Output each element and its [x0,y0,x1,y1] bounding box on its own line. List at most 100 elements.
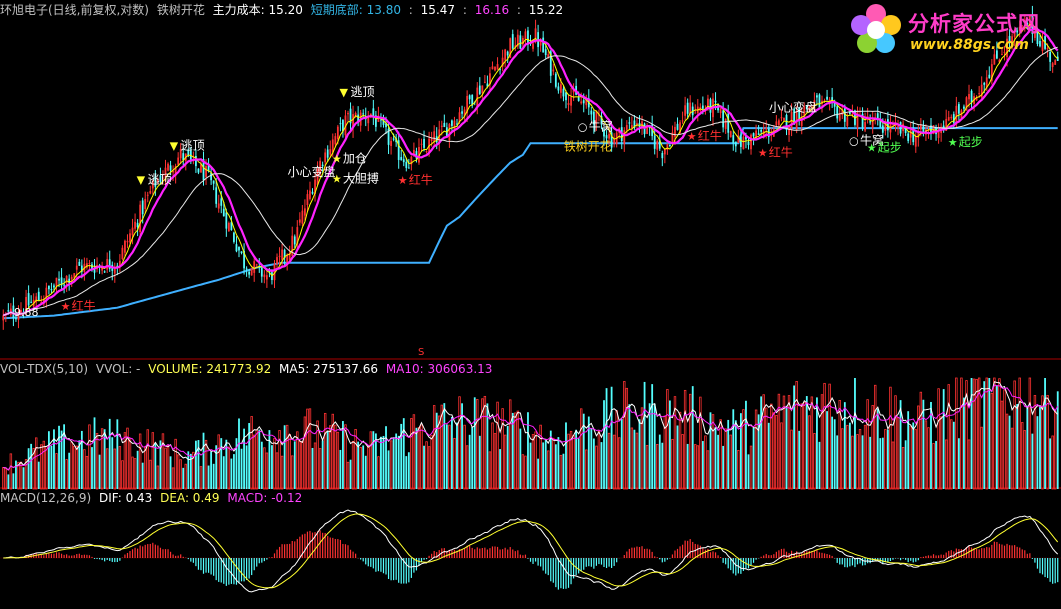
volume-bar [473,397,476,489]
candle-body [298,219,301,223]
volume-bar [1053,410,1057,490]
candle-body [309,190,311,199]
volume-bar [503,434,507,490]
volume-bar [813,433,816,490]
macd-value: MACD: -0.12 [227,491,303,505]
candle-body [30,301,33,303]
vol-name: VOL-TDX(5,10) [0,362,89,376]
candle-body [651,124,654,137]
volume-bar [212,463,215,489]
volume-bar [506,425,509,489]
volume-bar [60,430,63,489]
candle-body [101,267,104,271]
candle-body [392,138,395,140]
candle-body [856,110,859,129]
volume-bar [734,420,737,489]
volume-bar [367,445,370,490]
volume-bar [808,415,811,490]
candle-body [336,126,339,140]
volume-bar [514,412,517,490]
volume-bar [727,419,730,489]
candle-body [293,236,296,245]
volume-bar [385,426,387,489]
candle-body [478,85,481,94]
candle-body [887,119,889,131]
candle-body [666,143,669,150]
volume-bar [70,441,73,490]
candle-body [752,133,755,137]
volume-bar [1010,427,1014,490]
volume-bar [686,443,689,489]
candle-body [912,129,915,143]
candle-body [993,54,996,65]
candle-body [273,263,276,281]
volume-bar [831,416,834,489]
volume-bar [1041,395,1044,490]
volume-bar [554,444,557,489]
volume-bar [301,440,304,490]
volume-bar [930,401,932,489]
volume-bar [623,381,626,490]
volume-bar [947,384,950,490]
macd-name: MACD(12,26,9) [0,491,92,505]
volume-bar [549,430,552,489]
candle-body [37,291,40,301]
volume-bar [932,443,935,490]
candle-body [521,37,524,45]
volume-bar [937,388,940,490]
candle-body [646,125,648,135]
volume-bar [559,454,563,490]
candle-body [265,275,268,280]
volume-bar [833,419,836,489]
volume-bar [770,403,773,490]
candle-body [2,315,5,321]
volume-bar [879,438,882,489]
signal-glyph: ★ [332,172,342,185]
volume-bar [248,423,251,489]
ma30-line [3,46,1058,316]
candle-body [1028,16,1031,27]
candle-body [331,139,334,153]
volume-bar [531,434,535,490]
volume-bar [866,399,869,490]
candle-body [930,125,932,133]
candle-body [344,115,347,136]
indicator-name: 铁树开花 [156,3,205,17]
volume-bar [701,441,704,489]
volume-bar [922,399,925,489]
volume-bar [798,430,801,489]
volume-bar [1023,430,1026,490]
candle-body [965,97,968,111]
candle-body [628,122,631,124]
candle-body [681,120,684,122]
volume-bar [336,431,340,490]
volume-bar [694,444,697,490]
volume-bar [676,425,679,489]
candle-body [139,204,142,233]
volume-bar [793,385,796,489]
candle-body [329,149,332,155]
volume-bar [121,460,124,490]
volume-bar [296,431,299,490]
value-2: 16.16 [474,3,510,17]
candle-body [676,123,679,130]
volume-bar [661,442,664,489]
volume-bar [283,425,286,489]
candle-body [1041,41,1044,52]
candle-body [413,149,415,154]
candle-body [506,51,509,56]
candle-body [552,69,555,72]
candle-body [281,249,283,260]
volume-bar [1005,413,1009,490]
volume-bar [803,401,806,490]
volume-bar [100,428,104,490]
candle-body [732,135,735,144]
volume-bar [83,449,86,490]
volume-bar [53,429,55,489]
signal-glyph: ○ [849,135,859,148]
volume-bar [529,442,532,489]
candle-body [686,102,689,114]
volume-bar [313,442,317,490]
volume-bar [369,431,373,490]
volume-bar [562,453,565,489]
